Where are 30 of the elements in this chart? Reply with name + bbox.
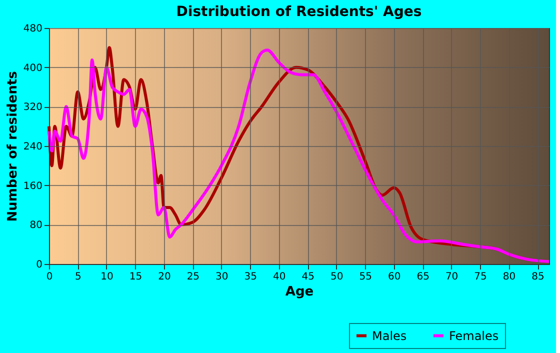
x-tick-label: 55: [359, 272, 372, 282]
x-tick-label: 0: [46, 272, 53, 282]
x-tick-label: 25: [186, 272, 200, 282]
x-tick-label: 65: [416, 272, 430, 282]
x-axis-title: Age: [285, 284, 314, 300]
legend-label: Males: [372, 328, 407, 343]
x-tick-label: 85: [532, 272, 544, 282]
y-tick-label: 320: [23, 102, 42, 114]
x-tick-label: 10: [100, 272, 114, 282]
x-tick-label: 45: [302, 272, 314, 282]
x-tick-label: 5: [75, 272, 82, 282]
x-tick-label: 60: [388, 272, 401, 282]
x-tick-label: 50: [330, 272, 344, 282]
y-tick-label: 160: [23, 180, 42, 192]
y-tick-label: 400: [23, 62, 42, 74]
x-tick-label: 70: [445, 272, 458, 282]
x-tick-label: 40: [273, 272, 286, 282]
x-tick-label: 35: [244, 272, 258, 282]
y-tick-label: 480: [23, 24, 42, 34]
y-tick-label: 0: [36, 260, 42, 270]
x-tick-label: 80: [502, 272, 516, 282]
legend-label: Females: [449, 328, 499, 343]
y-axis-title: Number of residents: [5, 70, 20, 222]
x-tick-label: 15: [129, 272, 142, 282]
y-tick-label: 80: [30, 220, 42, 232]
chart-title: Distribution of Residents' Ages: [176, 4, 422, 20]
x-tick-label: 75: [474, 272, 487, 282]
x-tick-label: 30: [216, 272, 228, 282]
y-tick-label: 240: [23, 142, 42, 152]
x-tick-label: 20: [158, 272, 171, 282]
